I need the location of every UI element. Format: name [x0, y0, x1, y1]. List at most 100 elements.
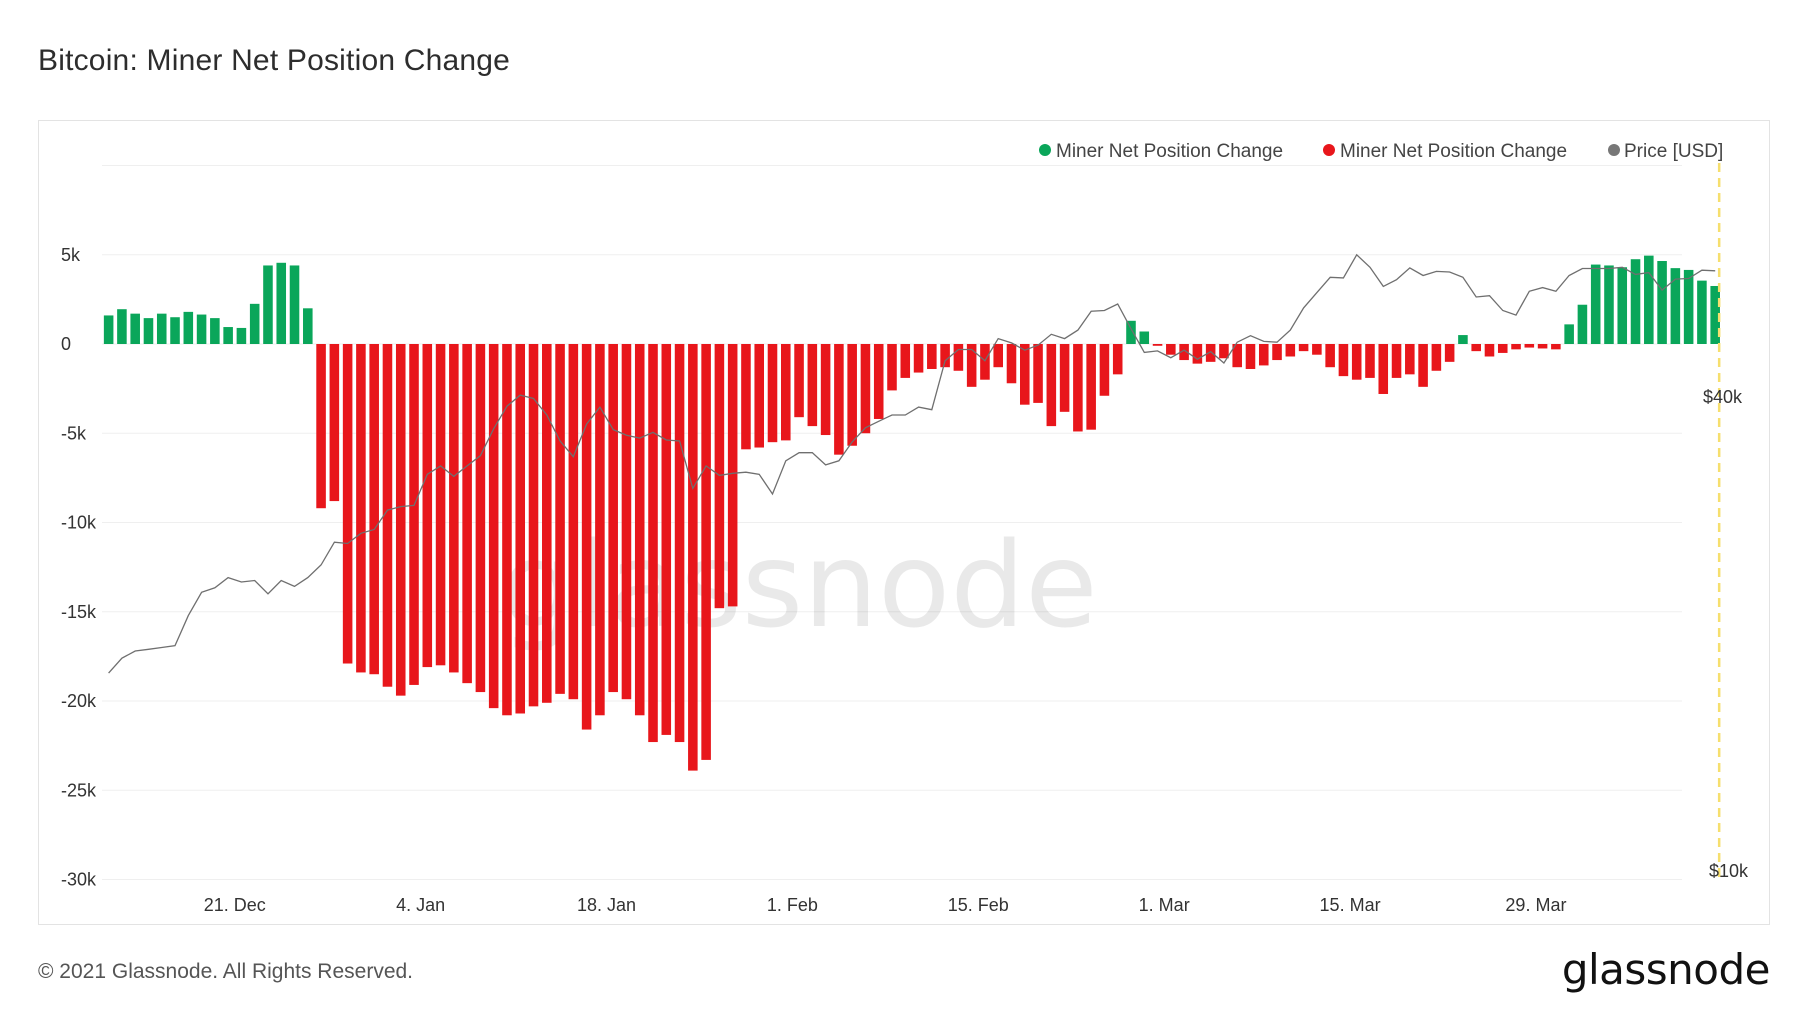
bar-negative — [1285, 344, 1296, 357]
legend-dot-positive — [1039, 144, 1051, 156]
bar-negative — [834, 344, 844, 455]
bar-positive — [1683, 269, 1694, 344]
bar-negative — [634, 344, 645, 716]
bar-positive — [223, 327, 233, 344]
bar-negative — [701, 344, 711, 760]
x-tick-label: 29. Mar — [1505, 895, 1566, 915]
x-tick-label: 21. Dec — [204, 895, 266, 915]
bar-negative — [488, 344, 499, 709]
bar-negative — [581, 344, 592, 730]
y-right-tick-label: $40k — [1703, 387, 1743, 407]
legend-label-price: Price [USD] — [1624, 141, 1723, 162]
bar-positive — [1126, 320, 1136, 344]
x-tick-label: 15. Feb — [948, 895, 1009, 915]
bar-positive — [1590, 264, 1601, 344]
bar-negative — [1391, 344, 1402, 378]
bar-negative — [1511, 344, 1521, 350]
bar-negative — [1046, 344, 1057, 427]
bar-negative — [329, 344, 340, 502]
legend-dot-price — [1608, 144, 1620, 156]
glassnode-logo[interactable]: glassnode — [1561, 945, 1771, 994]
bar-negative — [1418, 344, 1428, 387]
bar-negative — [913, 344, 924, 373]
bar-negative — [1524, 344, 1535, 348]
bar-negative — [475, 344, 486, 693]
bar-negative — [608, 344, 618, 693]
bar-negative — [1258, 344, 1269, 366]
bar-negative — [1019, 344, 1030, 405]
bar-negative — [1219, 344, 1229, 359]
bar-negative — [1312, 344, 1322, 355]
chart-title: Bitcoin: Miner Net Position Change — [38, 44, 511, 77]
bar-positive — [236, 327, 247, 344]
legend[interactable]: Miner Net Position Change Miner Net Posi… — [1039, 141, 1723, 162]
bar-negative — [887, 344, 897, 391]
y-tick-label: -15k — [61, 602, 97, 622]
bar-negative — [395, 344, 406, 696]
bar-positive — [1644, 255, 1654, 344]
bar-negative — [980, 344, 990, 380]
bar-negative — [1073, 344, 1083, 432]
bar-negative — [873, 344, 884, 419]
legend-item-price[interactable]: Price [USD] — [1608, 141, 1723, 162]
bar-negative — [847, 344, 857, 446]
bar-negative — [1059, 344, 1070, 412]
bar-negative — [568, 344, 579, 700]
bar-positive — [263, 265, 273, 344]
bar-negative — [621, 344, 632, 700]
bar-negative — [1365, 344, 1375, 378]
x-tick-label: 18. Jan — [577, 895, 636, 915]
bar-positive — [143, 318, 154, 344]
bar-negative — [342, 344, 353, 664]
bar-negative — [648, 344, 658, 743]
bar-positive — [289, 265, 300, 344]
chart-frame: glassnode 5k 0 -5k -10k -15k -20k -25k -30k $40k… — [38, 120, 1770, 925]
bar-negative — [369, 344, 379, 675]
bar-negative — [1351, 344, 1362, 380]
bar-positive — [117, 309, 127, 344]
bar-positive — [1697, 280, 1707, 344]
bar-negative — [1179, 344, 1189, 361]
bar-negative — [1405, 344, 1415, 375]
bar-negative — [661, 344, 672, 735]
price-line — [108, 253, 1716, 674]
legend-item-positive[interactable]: Miner Net Position Change — [1039, 141, 1283, 162]
bar-negative — [409, 344, 419, 685]
x-tick-label: 1. Mar — [1139, 895, 1190, 915]
bar-negative — [807, 344, 818, 427]
price-layer — [108, 253, 1716, 674]
bar-negative — [860, 344, 871, 434]
bar-negative — [966, 344, 977, 387]
bar-negative — [1325, 344, 1335, 368]
y-tick-label: 5k — [61, 245, 81, 265]
bar-positive — [1604, 265, 1614, 344]
bar-positive — [156, 313, 167, 344]
x-tick-label: 15. Mar — [1320, 895, 1381, 915]
bar-negative — [714, 344, 725, 609]
bar-negative — [794, 344, 804, 418]
bar-negative — [1166, 344, 1176, 355]
bar-positive — [183, 311, 194, 344]
bar-negative — [781, 344, 791, 441]
bar-negative — [940, 344, 950, 368]
y-tick-label: -30k — [61, 870, 97, 890]
bar-negative — [1232, 344, 1242, 368]
bar-positive — [130, 313, 140, 344]
y-tick-label: -20k — [61, 691, 97, 711]
axes: 5k 0 -5k -10k -15k -20k -25k -30k $40k $10k 21. De… — [61, 245, 1749, 915]
bars-layer — [103, 255, 1720, 771]
chart-svg: glassnode 5k0-5k-10k-15k-20k-25k-30k$40k… — [61, 141, 1749, 915]
bar-negative — [515, 344, 526, 714]
bar-negative — [1245, 344, 1256, 369]
bar-positive — [1617, 267, 1628, 344]
legend-label-negative: Miner Net Position Change — [1340, 141, 1567, 162]
bar-positive — [1657, 260, 1667, 344]
bar-negative — [1431, 344, 1442, 371]
bar-negative — [674, 344, 685, 743]
bar-negative — [1205, 344, 1216, 362]
bar-negative — [1497, 344, 1508, 353]
bar-positive — [1139, 331, 1150, 344]
bar-negative — [1471, 344, 1481, 352]
bar-positive — [276, 262, 287, 344]
legend-item-negative[interactable]: Miner Net Position Change — [1323, 141, 1567, 162]
